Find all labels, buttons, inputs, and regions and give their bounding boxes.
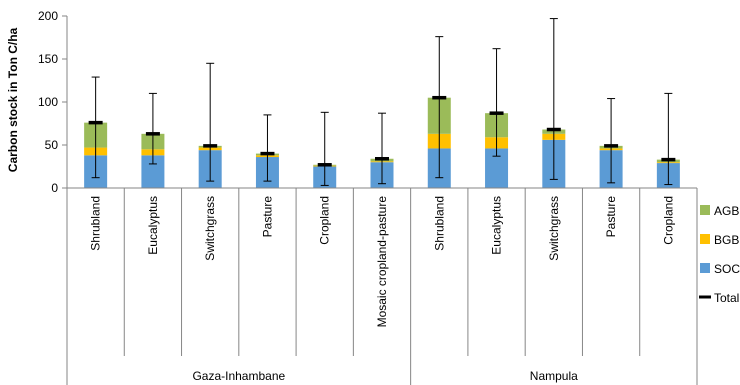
x-tick-label: Shrubland — [432, 196, 446, 251]
x-axis: Shrubland Eucalyptus Switchgrass Pasture Cro… — [66, 187, 698, 385]
legend-swatch-agb — [700, 205, 710, 215]
error-bars-layer — [88, 18, 676, 186]
x-tick-label: Shrubland — [89, 196, 103, 251]
legend-swatch-soc — [700, 263, 710, 273]
y-tick-label: 100 — [38, 95, 58, 109]
legend-label: SOC — [714, 262, 740, 276]
y-tick-label: 150 — [38, 52, 58, 66]
y-tick-label: 0 — [51, 181, 58, 195]
group-label: Gaza-Inhambane — [192, 369, 285, 383]
bar-soc — [485, 148, 509, 188]
y-axis-title: Carbon stock in Ton C/ha — [6, 27, 20, 172]
y-axis: 0 50 100 150 200 — [38, 9, 68, 195]
x-tick-label: Eucalyptus — [490, 196, 504, 255]
y-tick-label: 50 — [45, 138, 59, 152]
group-label: Nampula — [530, 369, 578, 383]
legend-swatch-bgb — [700, 234, 710, 244]
y-tick-label: 200 — [38, 9, 58, 23]
x-tick-label: Eucalyptus — [146, 196, 160, 255]
x-tick-label: Switchgrass — [547, 196, 561, 261]
bar-soc — [141, 155, 165, 188]
legend: AGB BGB SOC Total — [699, 204, 740, 305]
x-tick-label: Cropland — [661, 196, 675, 245]
legend-label: AGB — [714, 204, 739, 218]
x-tick-label: Pasture — [260, 196, 274, 238]
x-tick-label: Switchgrass — [203, 196, 217, 261]
legend-label: BGB — [714, 233, 739, 247]
x-tick-label: Pasture — [604, 196, 618, 238]
x-tick-label: Cropland — [318, 196, 332, 245]
x-tick-label: Mosaic cropland-pasture — [375, 196, 389, 328]
legend-label: Total — [714, 291, 739, 305]
